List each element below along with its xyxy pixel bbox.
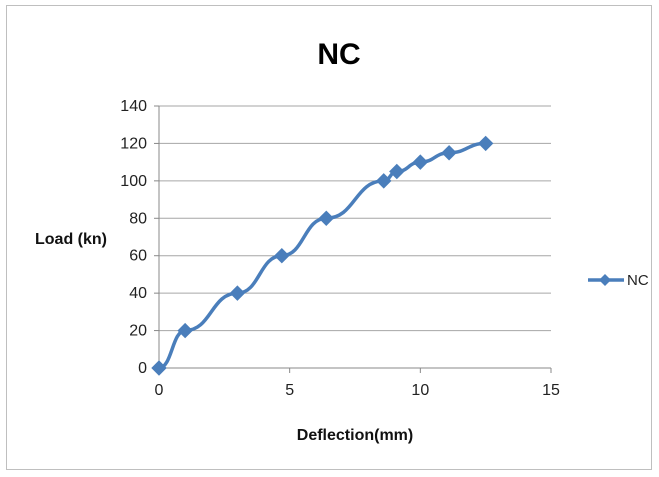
data-point-nc: [318, 210, 334, 226]
y-tick-label: 140: [120, 98, 147, 115]
y-tick-label: 80: [129, 210, 147, 227]
chart-title: NC: [317, 38, 360, 71]
y-tick-label: 40: [129, 285, 147, 302]
series-line-nc: [158, 141, 486, 370]
data-point-nc: [389, 163, 405, 180]
y-tick-label: 60: [129, 248, 147, 265]
y-tick-labels: 0 20 40 60 80 100 120 140: [120, 98, 147, 377]
series-group: [151, 135, 494, 376]
x-tick-label: 10: [411, 382, 429, 399]
x-tick-label: 15: [542, 382, 560, 399]
data-point-nc: [151, 360, 167, 376]
gridlines: [159, 105, 551, 332]
data-point-nc: [477, 135, 494, 152]
legend-marker-nc: [599, 274, 611, 286]
y-tick-label: 0: [138, 360, 147, 377]
y-axis-title: Load (kn): [35, 231, 107, 248]
x-axis-title: Deflection(mm): [297, 427, 413, 444]
chart-frame: [6, 5, 652, 470]
x-tick-labels: 0 5 10 15: [155, 382, 560, 399]
data-point-nc: [229, 285, 246, 301]
data-point-nc: [376, 173, 392, 189]
axes: [154, 105, 552, 373]
y-tick-label: 100: [120, 173, 147, 190]
legend-label-nc: NC: [627, 272, 649, 289]
data-point-nc: [274, 248, 290, 264]
data-point-nc: [412, 154, 429, 170]
y-tick-label: 120: [120, 135, 147, 152]
x-tick-label: 0: [155, 382, 164, 399]
data-point-nc: [441, 145, 457, 161]
x-tick-label: 5: [285, 382, 294, 399]
y-tick-label: 20: [129, 323, 147, 340]
legend: NC: [588, 272, 649, 289]
data-point-nc: [177, 322, 193, 339]
